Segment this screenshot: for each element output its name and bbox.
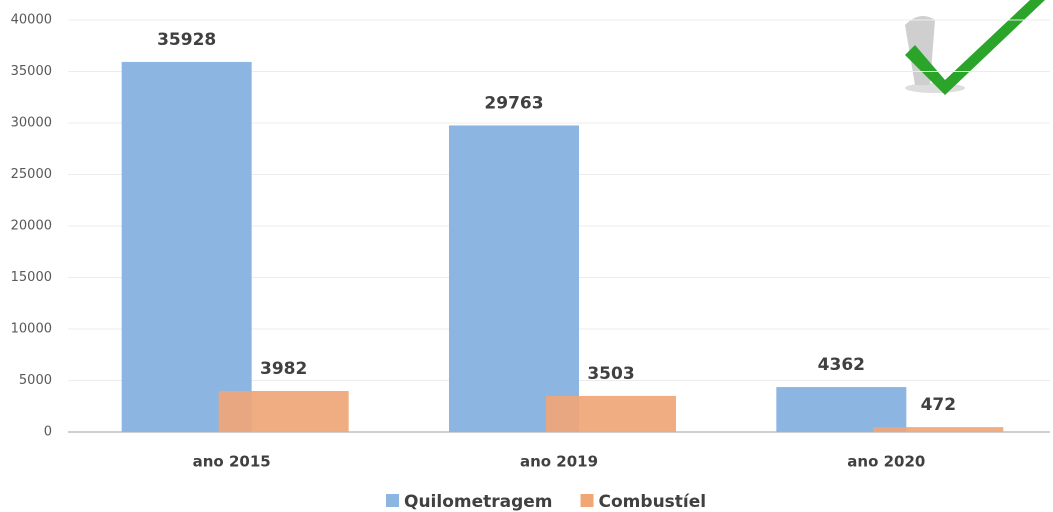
legend-label: Combustíel xyxy=(599,492,707,512)
data-label: 472 xyxy=(921,395,957,415)
y-tick-label: 30000 xyxy=(11,116,52,131)
bar xyxy=(873,427,1003,432)
y-tick-label: 10000 xyxy=(11,322,52,337)
y-tick-label: 40000 xyxy=(11,13,52,28)
legend-swatch xyxy=(386,494,399,507)
x-tick-label: ano 2015 xyxy=(193,453,271,471)
bar xyxy=(449,125,579,432)
y-tick-label: 20000 xyxy=(11,219,52,234)
y-tick-label: 5000 xyxy=(19,373,52,388)
decoration-check xyxy=(905,0,1045,95)
y-tick-label: 35000 xyxy=(11,64,52,79)
bar xyxy=(219,391,349,432)
data-label: 3982 xyxy=(260,359,307,379)
y-tick-label: 25000 xyxy=(11,167,52,182)
chart: 0 5000 10000 15000 20000 25000 30000 35000 40000… xyxy=(0,0,1053,512)
data-label: 3503 xyxy=(587,364,634,384)
legend-label: Quilometragem xyxy=(404,492,553,512)
bar xyxy=(546,396,676,432)
x-tick-label: ano 2019 xyxy=(520,453,598,471)
bar xyxy=(776,387,906,432)
data-label: 4362 xyxy=(818,355,865,375)
y-tick-label: 0 xyxy=(44,425,52,440)
data-label: 35928 xyxy=(157,30,216,50)
y-tick-label: 15000 xyxy=(11,270,52,285)
bar xyxy=(122,62,252,432)
data-label: 29763 xyxy=(484,93,543,113)
x-tick-label: ano 2020 xyxy=(847,453,925,471)
legend-swatch xyxy=(581,494,594,507)
